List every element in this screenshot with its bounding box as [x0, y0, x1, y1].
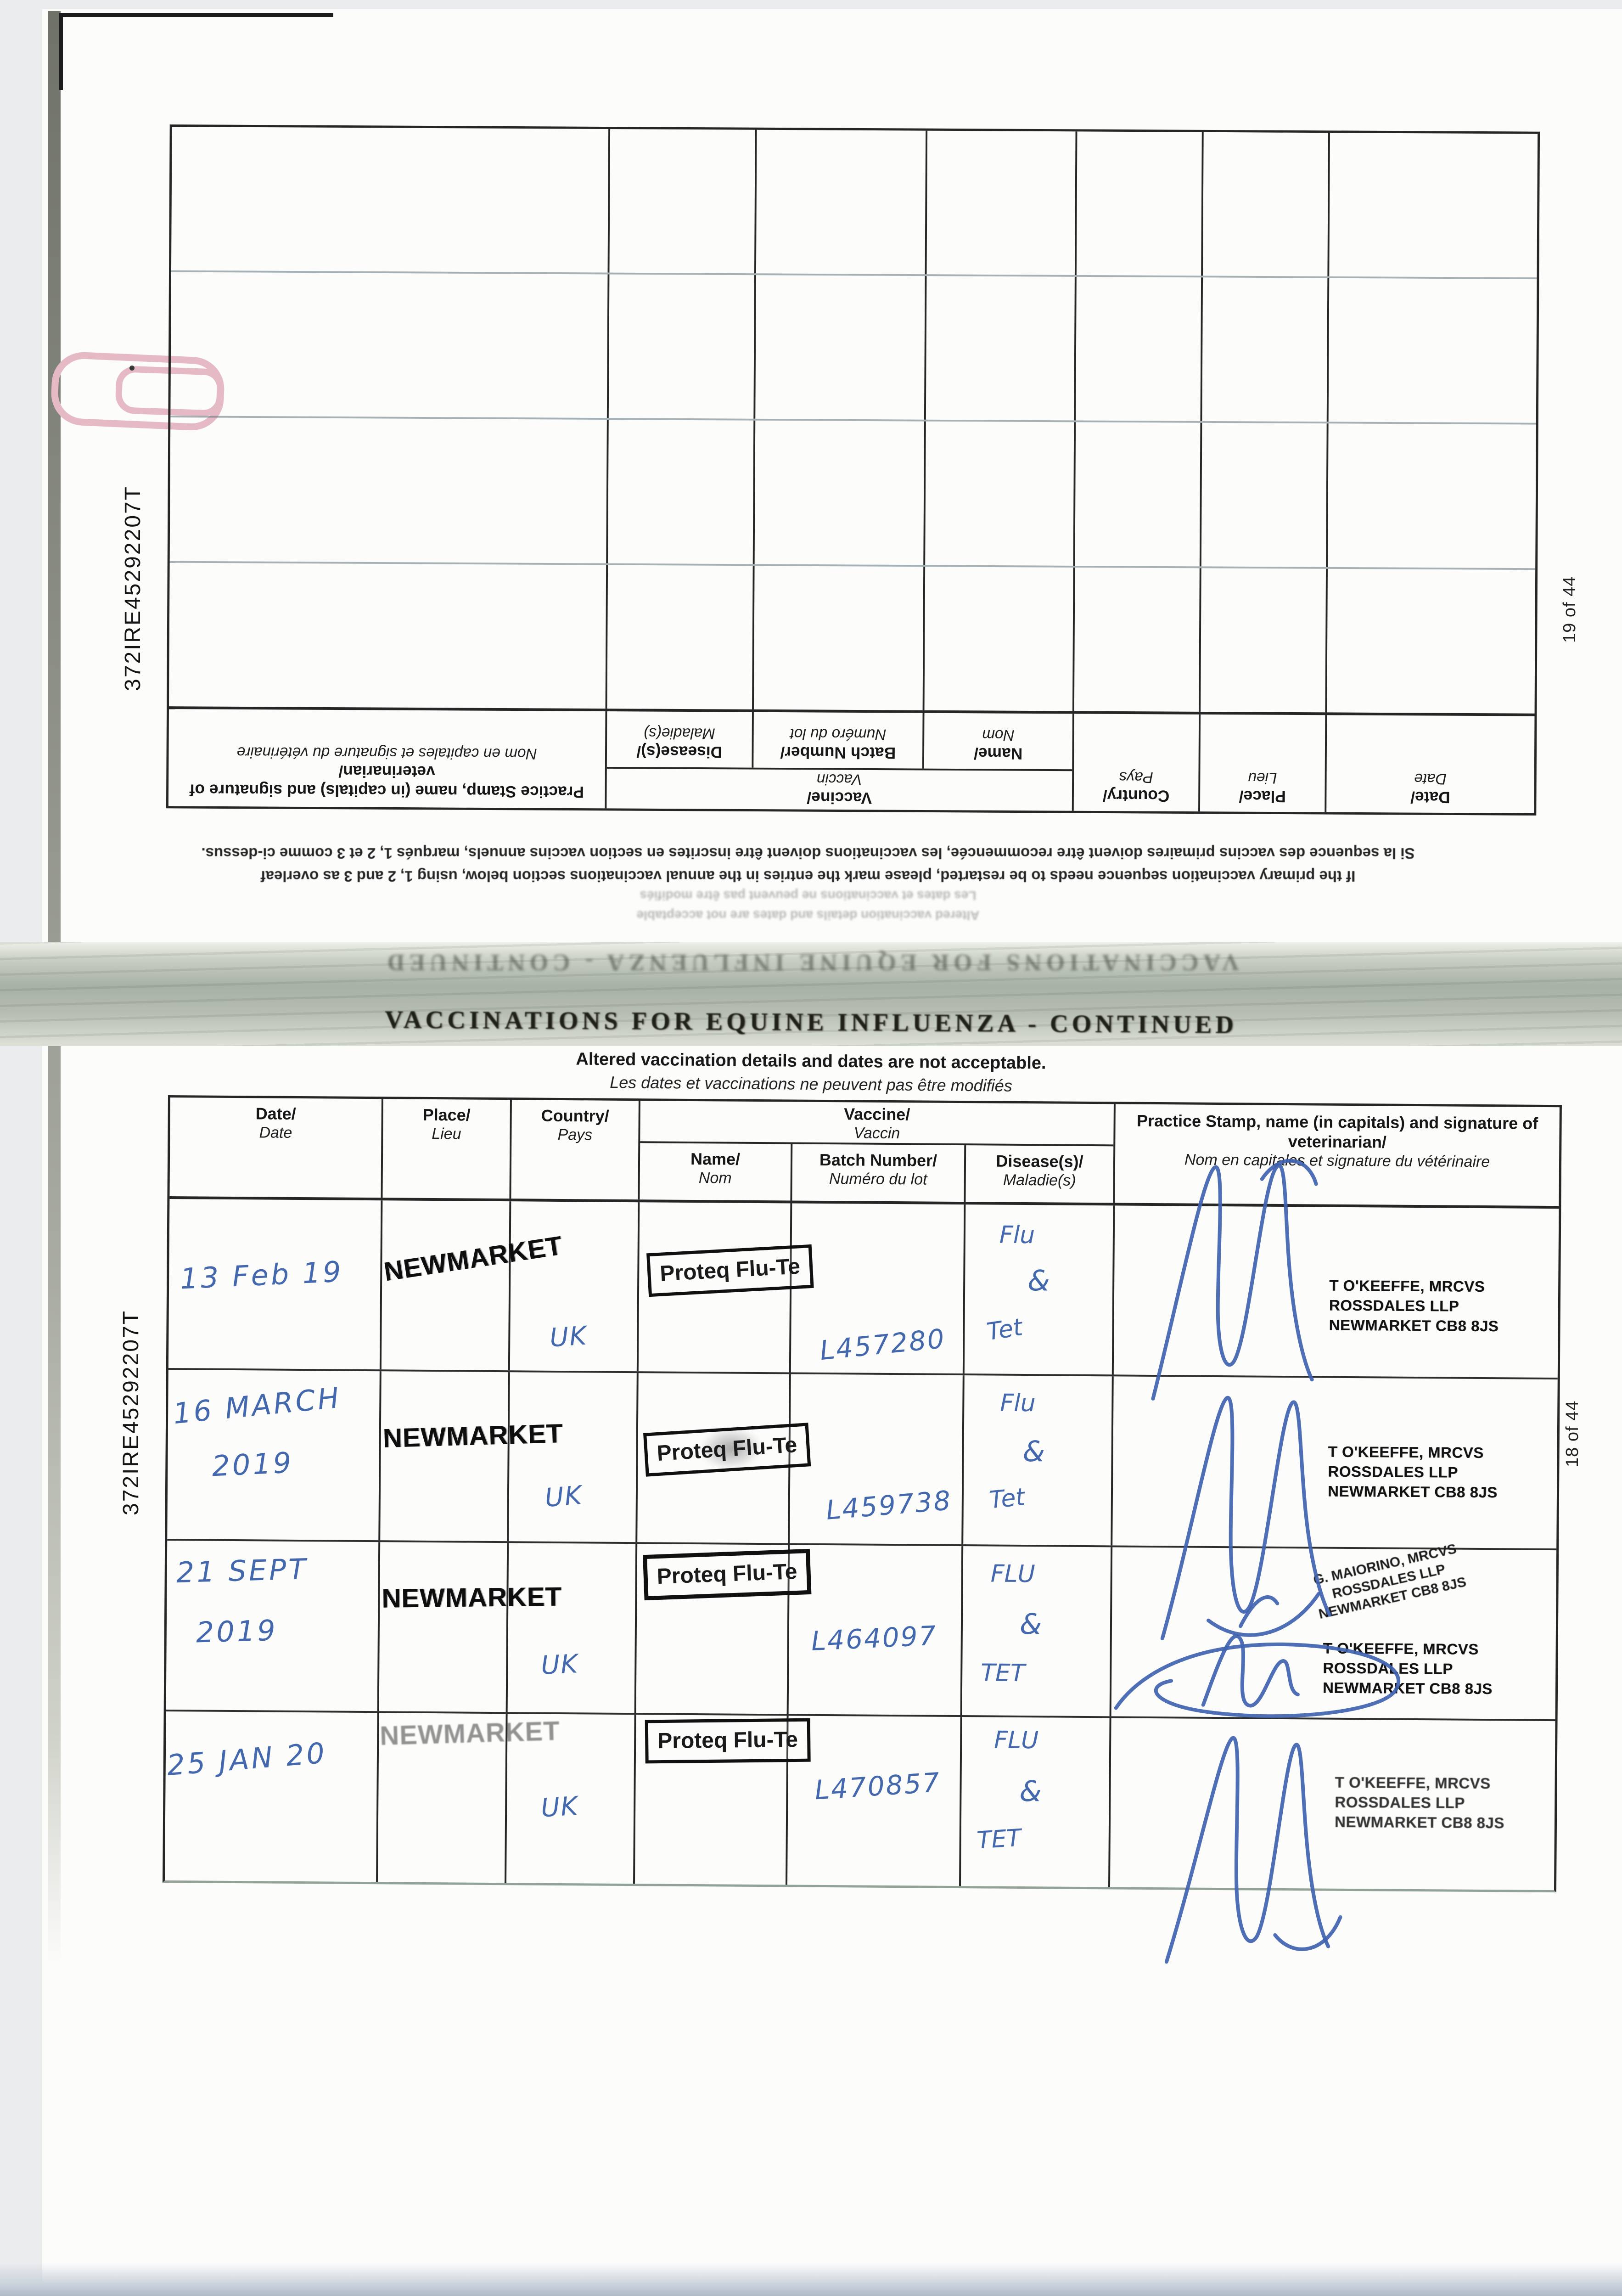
header-vaccine-name: Name/ Nom [922, 713, 1072, 770]
entry-disease: Flu [999, 1221, 1035, 1249]
entry-batch-number: L459738 [825, 1485, 953, 1526]
page-number-upper: 19 of 44 [1560, 576, 1579, 643]
restart-note-rotated: If the primary vaccination sequence need… [201, 845, 1415, 885]
entry-disease: FLU [990, 1560, 1035, 1588]
page-corner-line-vertical [59, 13, 63, 90]
scan-fold-band [0, 942, 1622, 1046]
page-number-lower: 18 of 44 [1563, 1400, 1582, 1467]
entry-country: UK [540, 1791, 579, 1823]
header-place: Place/ Lieu [382, 1099, 512, 1199]
header-batch-number: Batch Number/ Numéro du lot [792, 1144, 966, 1202]
entry-batch-number: L464097 [810, 1620, 938, 1657]
entry-disease-amp: & [1022, 1435, 1045, 1469]
entry-disease-amp: & [1019, 1607, 1042, 1641]
vaccination-table: Date/ Date Place/ Lieu Country/ Pays Vac… [163, 1095, 1562, 1964]
entry-batch-number: L457280 [818, 1322, 947, 1367]
vet-signature [1160, 1396, 1332, 1641]
header-date: Date/ Date [1325, 715, 1535, 813]
entry-date: 13 Feb 19 [179, 1255, 344, 1296]
empty-row [169, 416, 1536, 568]
entry-date: 16 MARCH [171, 1380, 343, 1431]
header-vaccine-name: Name/ Nom [640, 1143, 793, 1201]
entry-disease-amp: & [1027, 1264, 1050, 1298]
upside-down-vaccination-table: Date/ Date Place/ Lieu Country/ Pays Vac… [166, 124, 1540, 816]
header-disease: Disease(s)/ Maladie(s) [636, 724, 723, 762]
vaccine-name-stamp: Proteq Flu-Te [643, 1548, 812, 1601]
entry-disease: TET [976, 1824, 1022, 1855]
vaccination-row: 25 JAN 20 NEWMARKET UK Proteq Flu-Te L47… [165, 1711, 1555, 1964]
entry-disease: Flu [1000, 1389, 1036, 1418]
header-vaccine-group: Vaccine/ Vaccin Name/ Nom Batch Number/ … [605, 711, 1072, 811]
vaccination-row: 21 SEPT 2019 NEWMARKET UK Proteq Flu-Te … [166, 1541, 1557, 1722]
empty-row [169, 561, 1536, 714]
header-disease: Disease(s)/ Maladie(s) [996, 1151, 1083, 1189]
vaccine-name-stamp: Proteq Flu-Te [643, 1423, 811, 1477]
header-country: Country/ Pays [511, 1100, 640, 1200]
entry-country: UK [540, 1649, 579, 1681]
entry-country: UK [549, 1321, 589, 1353]
ghost-section-heading: VACCINATIONS FOR EQUINE INFLUENZA - CONT… [382, 949, 1240, 975]
entry-disease-amp: & [1019, 1774, 1042, 1808]
header-vaccine-group: Vaccine/ Vaccin Name/ Nom Batch Number/ … [640, 1101, 1116, 1203]
header-date: Date/ Date [169, 1097, 383, 1198]
page-corner-line [59, 13, 333, 17]
vaccination-row: 16 MARCH 2019 NEWMARKET UK Proteq Flu-Te… [167, 1370, 1558, 1641]
header-country: Country/ Pays [1072, 714, 1199, 812]
entry-disease: Tet [988, 1483, 1027, 1514]
entry-disease: TET [981, 1659, 1025, 1688]
entry-disease: FLU [994, 1726, 1039, 1755]
vet-signature [1114, 1595, 1400, 1718]
entry-date: 25 JAN 20 [165, 1736, 328, 1783]
vaccine-name-stamp: Proteq Flu-Te [645, 1718, 811, 1764]
header-place: Place/ Lieu [1198, 714, 1325, 812]
vet-signature [1151, 1159, 1318, 1401]
passport-id-lower: 372IRE45292207T [119, 1310, 143, 1515]
entry-date-line2: 2019 [211, 1446, 294, 1483]
empty-row [171, 127, 1538, 278]
entry-country: UK [544, 1480, 584, 1514]
vaccine-name-stamp: Proteq Flu-Te [646, 1244, 814, 1297]
entry-batch-number: L470857 [814, 1767, 942, 1806]
ghost-warning-rotated: Altered vaccination details and dates ar… [636, 888, 980, 923]
table-header-row: Date/ Date Place/ Lieu Country/ Pays Vac… [168, 706, 1535, 813]
header-batch-number: Batch Number/ Numéro du lot [752, 712, 923, 769]
vaccination-row: 13 Feb 19 NEWMARKET UK Proteq Flu-Te L45… [168, 1159, 1559, 1401]
scan-bottom-shadow [0, 2263, 1622, 2296]
page-background [42, 9, 1622, 2282]
passport-id-upper: 372IRE45292207T [121, 485, 145, 691]
staple-dot [129, 366, 135, 371]
entry-date: 21 SEPT [175, 1552, 309, 1590]
empty-row [170, 270, 1537, 423]
entry-disease: Tet [985, 1313, 1025, 1346]
vet-signature [1164, 1736, 1342, 1964]
entry-date-line2: 2019 [195, 1613, 278, 1649]
header-practice-stamp: Practice Stamp, name (in capitals) and s… [189, 743, 584, 802]
